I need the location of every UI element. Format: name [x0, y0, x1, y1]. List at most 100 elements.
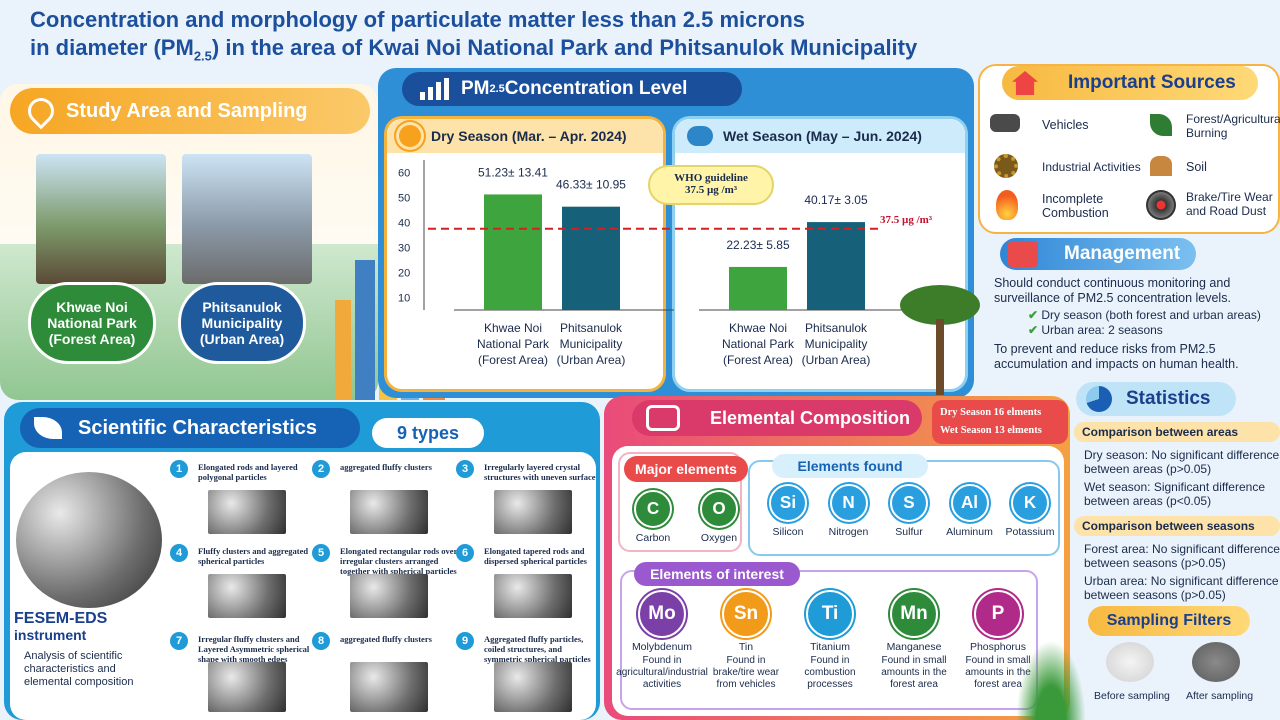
sem-micrograph	[494, 662, 572, 712]
x-tick-label: Municipality	[560, 337, 623, 351]
x-tick-label: (Urban Area)	[802, 353, 871, 367]
x-tick-label: National Park	[722, 337, 795, 351]
sources-header: Important Sources	[1002, 66, 1258, 100]
bar	[484, 194, 542, 310]
element-item: Ti Titanium Found in combustion processes	[790, 590, 870, 691]
type-description: Irregular fluffy clusters and Layered As…	[198, 634, 310, 664]
element-item: Sn Tin Found in brake/tire wear from vehic…	[706, 590, 786, 691]
types-badge: 9 types	[372, 418, 484, 448]
fesem-description: Analysis of scientific characteristics a…	[24, 650, 134, 688]
scientific-header: Scientific Characteristics	[20, 408, 360, 448]
check-icon: ✔	[1028, 308, 1042, 322]
sem-micrograph	[350, 574, 428, 618]
sun-icon	[399, 125, 421, 147]
statistics-header: Statistics	[1076, 382, 1236, 416]
element-item: P Phosphorus Found in small amounts in the…	[958, 590, 1038, 691]
elements-found-list: Si Silicon N Nitrogen S Sulfur Al Aluminum K Pota…	[760, 484, 1058, 538]
major-elements-list: C Carbon O Oxygen	[626, 490, 746, 544]
element-item: C Carbon	[626, 490, 680, 544]
bar	[562, 206, 620, 310]
data-label: 40.17± 3.05	[804, 193, 868, 207]
element-name: Carbon	[635, 532, 671, 544]
element-item: K Potassium	[1002, 484, 1058, 538]
bar	[807, 222, 865, 310]
who-guideline-callout: WHO guideline 37.5 µg /m³	[648, 165, 774, 205]
element-name: Tin	[738, 641, 754, 653]
element-symbol: S	[890, 484, 928, 522]
element-symbol: K	[1011, 484, 1049, 522]
check-icon: ✔	[1028, 323, 1042, 337]
element-symbol: C	[634, 490, 672, 528]
element-name: Titanium	[810, 641, 850, 653]
leaf-icon	[1150, 114, 1172, 136]
source-brake-tire: Brake/Tire Wear and Road Dust	[1186, 190, 1273, 218]
type-number: 2	[312, 460, 330, 478]
type-number: 7	[170, 632, 188, 650]
filter-after-image	[1192, 642, 1240, 682]
fesem-sample-image	[16, 472, 162, 608]
x-tick-label: Phitsanulok	[560, 321, 623, 335]
x-tick-label: (Forest Area)	[723, 353, 793, 367]
forest-site-label: Khwae Noi National Park (Forest Area)	[28, 282, 156, 364]
forest-site-photo	[36, 154, 166, 284]
element-note: Found in agricultural/industrial activit…	[616, 655, 708, 690]
data-label: 22.23± 5.85	[726, 238, 790, 252]
study-area-panel: Khwae Noi National Park (Forest Area) Ph…	[0, 84, 378, 400]
leaf-hand-icon	[34, 417, 62, 439]
type-number: 4	[170, 544, 188, 562]
element-symbol: Sn	[722, 590, 770, 638]
element-item: Si Silicon	[760, 484, 816, 538]
management-header: Management	[1000, 238, 1196, 270]
stats-areas-label: Comparison between areas	[1074, 422, 1280, 442]
type-description: Fluffy clusters and aggregated spherical…	[198, 546, 309, 566]
element-symbol: Mn	[890, 590, 938, 638]
fire-icon	[996, 190, 1018, 220]
urban-site-label: Phitsanulok Municipality (Urban Area)	[178, 282, 306, 364]
y-tick-label: 60	[398, 168, 410, 180]
element-item: O Oxygen	[692, 490, 746, 544]
type-number: 8	[312, 632, 330, 650]
data-label: 46.33± 10.95	[556, 178, 626, 192]
major-elements-box	[618, 452, 742, 552]
bar	[729, 266, 787, 310]
element-name: Manganese	[886, 641, 942, 653]
source-soil: Soil	[1186, 160, 1207, 174]
urban-site-photo	[182, 154, 312, 284]
element-name: Silicon	[772, 526, 804, 538]
bar-chart-icon	[420, 78, 449, 100]
who-guideline-side-label: 37.5 µg /m³	[880, 214, 933, 226]
filter-before-label: Before sampling	[1094, 690, 1170, 702]
type-description: aggregated fluffy clusters	[340, 462, 432, 472]
filters-header: Sampling Filters	[1088, 606, 1250, 636]
source-combustion: Incomplete Combustion	[1042, 192, 1109, 220]
brake-disc-icon	[1146, 190, 1176, 220]
stats-seasons-label: Comparison between seasons	[1074, 516, 1280, 536]
element-item: Al Aluminum	[942, 484, 998, 538]
sem-micrograph	[208, 574, 286, 618]
source-vehicles: Vehicles	[1042, 118, 1089, 132]
element-name: Aluminum	[946, 526, 993, 538]
page-title: Concentration and morphology of particul…	[30, 7, 918, 64]
calendar-clock-icon	[1008, 241, 1038, 267]
management-text: Should conduct continuous monitoring and…	[994, 276, 1261, 371]
element-note: Found in small amounts in the forest are…	[881, 655, 947, 690]
element-name: Potassium	[1005, 526, 1055, 538]
elemental-header: Elemental Composition	[632, 400, 922, 436]
location-pin-icon	[22, 92, 60, 130]
type-number: 1	[170, 460, 188, 478]
element-name: Phosphorus	[969, 641, 1027, 653]
sem-micrograph	[350, 490, 428, 534]
x-tick-label: Khwae Noi	[729, 321, 787, 335]
sem-micrograph	[494, 574, 572, 618]
element-name: Molybdenum	[631, 641, 693, 653]
type-description: Aggregated fluffy particles, coiled stru…	[484, 634, 591, 664]
type-number: 5	[312, 544, 330, 562]
element-item: Mn Manganese Found in small amounts in the…	[874, 590, 954, 691]
elements-interest-label: Elements of interest	[634, 562, 800, 586]
y-tick-label: 50	[398, 193, 410, 205]
x-tick-label: (Forest Area)	[478, 353, 548, 367]
x-tick-label: Municipality	[805, 337, 868, 351]
sem-micrograph	[494, 490, 572, 534]
element-symbol: Si	[769, 484, 807, 522]
x-tick-label: National Park	[477, 337, 550, 351]
